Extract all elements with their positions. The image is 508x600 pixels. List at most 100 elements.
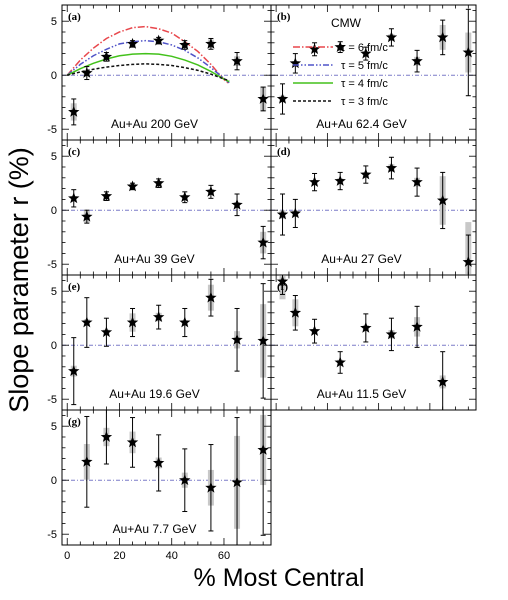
data-point [462, 46, 475, 58]
panels-layer: -5 0 5 (a) Au+Au 200 GeV (b) Au+Au 62.4 GeV -5 0… [47, 4, 477, 562]
data-point [411, 320, 423, 332]
model-curve [66, 25, 230, 85]
y-tick-label: 0 [51, 70, 57, 82]
data-point [436, 31, 449, 43]
data-point [179, 191, 191, 203]
data-point [289, 306, 302, 318]
data-point [436, 375, 449, 387]
data-point [276, 92, 289, 104]
data-point [257, 443, 269, 455]
system-label: Au+Au 39 GeV [114, 252, 194, 266]
data-point [385, 328, 398, 340]
panel-frame [270, 274, 477, 411]
data-point [289, 207, 302, 219]
data-point [334, 175, 346, 186]
data-point [360, 47, 372, 59]
data-point [205, 37, 217, 49]
y-tick-label: -5 [47, 124, 57, 136]
data-point [100, 326, 113, 338]
data-point [100, 50, 113, 62]
data-point [126, 180, 139, 192]
data-point [81, 455, 93, 467]
data-point [334, 356, 346, 368]
x-tick-label: 40 [166, 550, 178, 562]
data-point [81, 67, 93, 78]
model-curve [66, 39, 230, 84]
x-tick-label: 0 [64, 550, 70, 562]
data-point [308, 43, 321, 55]
data-point [308, 176, 321, 187]
data-point [126, 37, 139, 49]
system-label: Au+Au 62.4 GeV [316, 117, 406, 131]
y-axis-label: Slope parameter r (%) [4, 147, 34, 413]
y-tick-label: 0 [51, 205, 57, 217]
data-point [100, 190, 113, 202]
legend-title: CMW [331, 16, 362, 30]
data-point [257, 92, 269, 104]
data-point [152, 456, 165, 468]
data-point [276, 208, 289, 220]
data-point [68, 105, 80, 117]
y-tick-label: -5 [47, 394, 57, 406]
panel-e: -5 0 5 (e) Au+Au 19.6 GeV [47, 274, 272, 411]
x-tick-label: 20 [113, 550, 125, 562]
data-point [289, 57, 302, 69]
panel-label: (g) [68, 416, 81, 428]
legend-entry: τ = 3 fm/c [341, 96, 388, 108]
data-point [462, 256, 475, 267]
data-point [334, 41, 346, 52]
panel-frame [61, 409, 272, 546]
data-point [411, 55, 423, 67]
y-tick-label: -5 [47, 259, 57, 271]
y-tick-label: -5 [47, 529, 57, 541]
panel-label: (e) [68, 281, 81, 293]
data-point [68, 192, 80, 204]
y-tick-label: 0 [51, 475, 57, 487]
x-axis-label: % Most Central [194, 564, 365, 592]
data-point [205, 291, 217, 303]
data-point [385, 31, 398, 43]
data-point [205, 185, 217, 197]
y-tick-label: 5 [51, 16, 57, 28]
y-tick-label: 5 [51, 151, 57, 163]
data-point [385, 162, 398, 173]
data-point [179, 38, 191, 50]
system-label: Au+Au 19.6 GeV [109, 387, 199, 401]
data-point [126, 436, 139, 448]
data-point [152, 177, 165, 189]
panel-label: (a) [68, 11, 81, 23]
data-point [257, 236, 269, 248]
x-tick-label: 60 [218, 550, 230, 562]
panel-label: (c) [68, 146, 81, 158]
data-point [436, 194, 449, 206]
data-point [360, 168, 372, 180]
data-point [68, 365, 80, 376]
legend-entry: τ = 5 fm/c [341, 60, 388, 72]
data-point [411, 176, 423, 187]
panel-a: -5 0 5 (a) Au+Au 200 GeV [47, 4, 272, 141]
panel-g: -5 0 5 0 20 40 60 (g) Au+Au 7.7 GeV [47, 409, 272, 562]
data-point [179, 474, 191, 486]
data-point [100, 431, 113, 442]
data-point [360, 321, 372, 333]
legend-entry: τ = 4 fm/c [341, 78, 388, 90]
data-point [205, 481, 217, 493]
data-point [81, 316, 93, 328]
data-point [231, 333, 243, 345]
data-point [152, 34, 165, 46]
model-curve [66, 52, 230, 83]
data-point [81, 210, 93, 222]
panel-label: (d) [277, 146, 291, 158]
y-tick-label: 5 [51, 421, 57, 433]
y-tick-label: 0 [51, 340, 57, 352]
system-label: Au+Au 200 GeV [111, 117, 198, 131]
system-label: Au+Au 7.7 GeV [113, 522, 197, 536]
system-label: Au+Au 11.5 GeV [317, 387, 407, 401]
model-curve [67, 63, 230, 82]
data-point [231, 55, 243, 67]
panel-d: (d) Au+Au 27 GeV [270, 139, 477, 276]
data-point [179, 316, 191, 328]
data-point [231, 198, 243, 210]
panel-b: (b) Au+Au 62.4 GeV [270, 4, 477, 141]
